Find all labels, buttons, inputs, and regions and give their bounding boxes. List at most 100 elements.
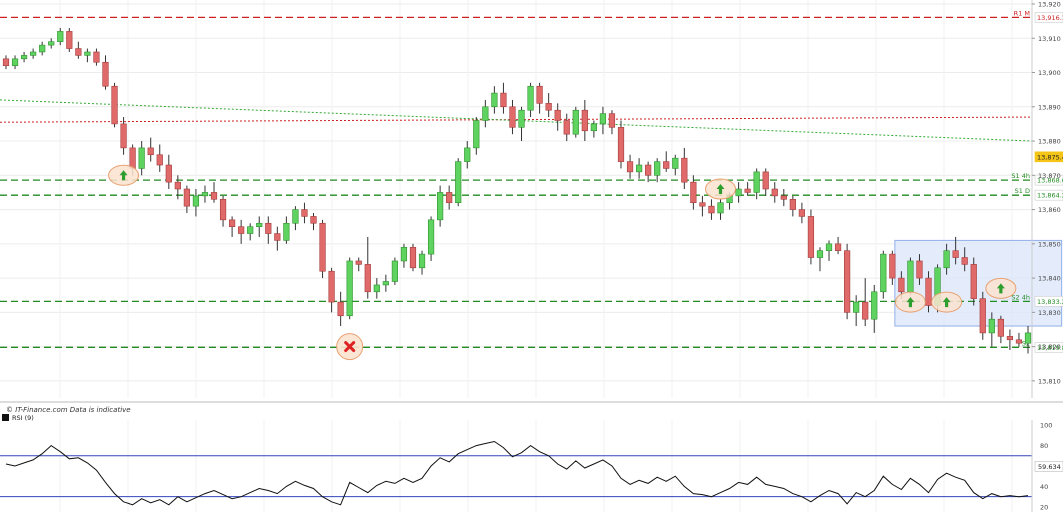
level-value-box — [1034, 12, 1063, 23]
candle — [355, 257, 362, 272]
candle-body-down — [608, 113, 616, 128]
candle — [138, 141, 145, 176]
candle — [102, 55, 109, 90]
candle-body-down — [147, 147, 154, 156]
candle-body-up — [20, 55, 28, 60]
candle-body-down — [1006, 336, 1014, 341]
candle-body-up — [427, 219, 435, 255]
rsi-tick-label: 40 — [1040, 483, 1048, 491]
candle — [907, 257, 914, 296]
candle — [862, 278, 869, 327]
candle-body-down — [93, 51, 100, 63]
candle — [844, 243, 851, 320]
candle — [310, 212, 317, 231]
candle-body-up — [590, 123, 597, 132]
candle-body-down — [762, 171, 769, 190]
candle — [798, 202, 805, 224]
candle-body-down — [274, 233, 281, 241]
candle — [925, 271, 932, 313]
candle — [1015, 332, 1023, 347]
candle — [545, 93, 552, 118]
price-tick-label: 13,820 — [1038, 343, 1061, 351]
candle-body-up — [880, 253, 887, 293]
candle-body-down — [355, 260, 362, 265]
candle — [735, 182, 742, 203]
candle-body-down — [545, 103, 552, 111]
highlight-zone-layer — [894, 239, 1063, 327]
rsi-value-box — [1034, 461, 1063, 472]
candle-body-up — [382, 281, 389, 286]
candle-body-down — [617, 127, 625, 162]
buy-arrow-marker — [931, 291, 963, 313]
candle-body-down — [174, 181, 181, 190]
candle-body-up — [201, 192, 209, 197]
up-arrow-icon — [716, 184, 725, 195]
candle-body-down — [120, 123, 127, 149]
candle — [889, 250, 896, 285]
candle-body-up — [491, 92, 498, 108]
candle — [210, 182, 218, 203]
candle — [753, 168, 760, 200]
candle-body-down — [834, 243, 842, 251]
buy-arrow-marker — [108, 164, 140, 186]
candle-body-down — [925, 277, 932, 306]
candle-body-up — [635, 164, 643, 173]
candle — [979, 291, 986, 340]
candle — [229, 216, 236, 237]
candle — [536, 82, 543, 114]
price-tick-label: 13,860 — [1038, 206, 1061, 214]
candle-body-down — [997, 318, 1004, 337]
candle — [617, 120, 625, 169]
candle — [400, 243, 408, 268]
candle-body-up — [373, 284, 380, 293]
candle — [563, 113, 570, 142]
candle — [337, 291, 344, 327]
candle-body-down — [744, 188, 751, 193]
level-name: S2 4h — [1011, 293, 1030, 301]
candle — [997, 315, 1004, 344]
candle-body-up — [292, 209, 299, 224]
price-tick-label: 13,850 — [1038, 240, 1061, 248]
rsi-value-label: 59.634 — [1038, 463, 1061, 471]
candle-body-down — [156, 154, 163, 166]
candle-body-down — [210, 192, 218, 200]
candles-layer — [2, 27, 1032, 354]
level-value-label: 13,875.4 — [1037, 153, 1063, 161]
candle — [2, 55, 10, 70]
price-tick-label: 13,900 — [1038, 69, 1061, 77]
candle — [491, 86, 498, 114]
candle-body-down — [219, 198, 227, 221]
candle-body-down — [319, 222, 326, 272]
candle-body-up — [84, 51, 91, 56]
candle — [446, 185, 453, 210]
candle — [482, 99, 489, 128]
candle-body-up — [527, 85, 534, 111]
candle-body-down — [979, 298, 986, 334]
candle-body-up — [346, 260, 353, 317]
candle-body-up — [400, 246, 408, 262]
candle-body-down — [952, 250, 959, 258]
candle — [581, 99, 588, 142]
candle — [970, 257, 977, 306]
candle — [391, 257, 399, 285]
candle-body-down — [265, 222, 272, 234]
candle — [654, 158, 661, 183]
candle-body-down — [789, 198, 796, 210]
candle-body-up — [256, 222, 263, 227]
candle-body-down — [780, 195, 787, 200]
candle — [762, 168, 769, 196]
candle — [527, 82, 534, 118]
level-value-box — [1034, 174, 1063, 186]
candle — [853, 295, 860, 327]
candle-body-down — [626, 161, 634, 173]
candle — [219, 195, 227, 227]
candle-body-up — [753, 171, 760, 193]
candle — [328, 267, 335, 313]
candle — [1006, 329, 1014, 351]
level-value-label: 13,864.2 — [1037, 192, 1063, 200]
candle — [30, 48, 37, 59]
candle-body-up — [57, 31, 64, 42]
candle — [464, 141, 471, 169]
level-name: S1 4h — [1011, 172, 1030, 180]
